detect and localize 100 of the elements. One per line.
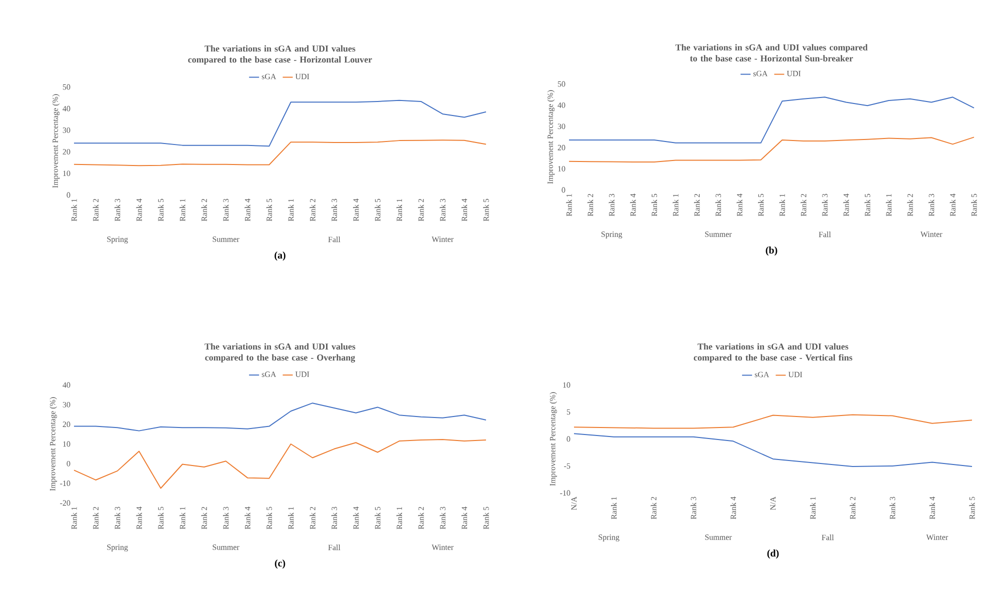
text: Winter	[926, 534, 948, 540]
x-tick-label: Rank 1	[288, 507, 294, 530]
x-tick-label: Rank 5	[158, 506, 164, 530]
x-tick-label: Rank 1	[180, 507, 186, 530]
x-tick-label: Rank 2	[201, 506, 207, 530]
x-tick-label: Rank 4	[353, 198, 359, 222]
x-tick-label: Rank 1	[779, 194, 785, 216]
y-tick-label: 0	[562, 187, 566, 193]
text: Spring	[107, 544, 128, 552]
y-tick-label: 10	[563, 382, 570, 388]
x-tick-label: Rank 5	[158, 198, 164, 222]
x-tick-label: Rank 1	[396, 507, 402, 530]
legend-label: UDI	[295, 372, 310, 377]
y-tick-label: 0	[566, 436, 570, 442]
y-tick-label: 10	[63, 170, 70, 176]
x-tick-label: Rank 3	[822, 194, 828, 216]
x-tick-label: Rank 3	[114, 506, 120, 530]
x-tick-label: Rank 1	[886, 194, 892, 216]
text: (d)	[767, 550, 779, 559]
y-tick-label: 30	[62, 128, 70, 133]
x-tick-label: Rank 1	[71, 507, 77, 530]
text: Summer	[212, 236, 240, 242]
y-tick-label: 10	[63, 441, 70, 447]
x-tick-label: Rank 2	[310, 506, 316, 530]
x-tick-label: Rank 5	[374, 506, 380, 530]
legend-label: sGA	[262, 74, 276, 80]
y-tick-label: -10	[560, 490, 570, 496]
x-tick-label: Rank 2	[92, 506, 99, 530]
y-axis-title: Improvement Percentage (%)	[50, 397, 57, 491]
x-tick-label: Rank 2	[650, 496, 656, 520]
x-tick-label: Rank 3	[222, 506, 229, 530]
text: Spring	[602, 232, 622, 239]
text: Fall	[822, 534, 834, 540]
x-tick-label: Rank 3	[928, 194, 934, 216]
text: Summer	[212, 544, 240, 550]
y-tick-label: 0	[66, 192, 70, 198]
x-tick-label: Rank 3	[715, 194, 722, 216]
x-tick-label: Rank 4	[843, 194, 849, 216]
x-tick-label: Rank 2	[694, 194, 700, 216]
line-series	[74, 438, 487, 489]
line-series	[74, 140, 487, 166]
x-tick-label: N/A	[770, 496, 776, 510]
text: Winter	[432, 544, 454, 550]
y-tick-label: 20	[62, 422, 70, 428]
x-tick-label: Rank 3	[222, 198, 229, 222]
x-tick-label: Rank 2	[800, 194, 806, 216]
x-tick-label: Rank 2	[907, 194, 913, 216]
text: Fall	[328, 544, 340, 550]
x-tick-label: Rank 4	[244, 198, 250, 222]
legend-label: sGA	[754, 372, 770, 378]
x-tick-label: Rank 5	[266, 198, 272, 222]
y-tick-label: 10	[558, 166, 566, 172]
x-tick-label: Rank 4	[353, 506, 359, 530]
x-tick-label: Rank 4	[462, 198, 468, 222]
y-tick-label: 20	[558, 144, 566, 150]
x-tick-label: Rank 2	[310, 198, 316, 222]
x-tick-label: Rank 5	[969, 496, 975, 520]
x-tick-label: Rank 3	[331, 506, 338, 530]
x-tick-label: Rank 3	[114, 198, 120, 222]
chart-title: The variations in sGA and UDI values compared to the base case - Horizontal Sun-breaker	[675, 44, 868, 62]
x-tick-label: Rank 2	[418, 506, 424, 530]
legend-label: UDI	[786, 70, 801, 76]
x-tick-label: Rank 3	[608, 194, 614, 216]
y-tick-label: -10	[60, 480, 70, 486]
y-axis-title: Improvement Percentage (%)	[52, 94, 60, 188]
x-tick-label: Rank 5	[483, 506, 489, 530]
text: Winter	[920, 232, 942, 237]
x-tick-label: Rank 5	[651, 194, 658, 216]
x-tick-label: Rank 1	[810, 497, 816, 520]
y-tick-label: 20	[62, 149, 70, 154]
y-tick-label: 30	[62, 402, 70, 408]
legend-label: UDI	[788, 372, 802, 378]
x-tick-label: Rank 1	[610, 497, 617, 520]
x-tick-label: Rank 1	[71, 199, 77, 222]
text: Spring	[598, 534, 620, 542]
legend-label: UDI	[295, 74, 310, 80]
line-series	[74, 402, 487, 432]
x-tick-label: Rank 2	[588, 194, 594, 216]
x-tick-label: Rank 1	[396, 199, 402, 222]
x-tick-label: Rank 5	[971, 194, 977, 216]
x-tick-label: Rank 4	[950, 194, 956, 216]
chart-title: The variations in sGA and UDI values compared to the base case - Overhang	[204, 343, 356, 362]
x-tick-label: Rank 2	[418, 198, 424, 222]
x-tick-label: Rank 3	[440, 506, 446, 530]
x-tick-label: Rank 5	[483, 198, 489, 222]
x-tick-label: Rank 4	[730, 496, 736, 520]
x-tick-label: Rank 2	[850, 496, 856, 520]
x-tick-label: Rank 4	[136, 506, 142, 530]
x-tick-label: Rank 4	[929, 496, 936, 520]
x-tick-label: Rank 1	[566, 194, 572, 216]
x-tick-label: Rank 4	[736, 194, 742, 216]
y-tick-label: 40	[62, 382, 70, 388]
y-tick-label: 40	[62, 106, 70, 112]
y-tick-label: 50	[62, 84, 70, 90]
legend-label: sGA	[262, 372, 276, 378]
legend-label: sGA	[753, 70, 768, 76]
x-tick-label: Rank 5	[758, 194, 764, 216]
x-tick-label: Rank 3	[890, 496, 896, 520]
y-tick-label: 0	[66, 460, 70, 466]
text: Fall	[818, 232, 831, 238]
